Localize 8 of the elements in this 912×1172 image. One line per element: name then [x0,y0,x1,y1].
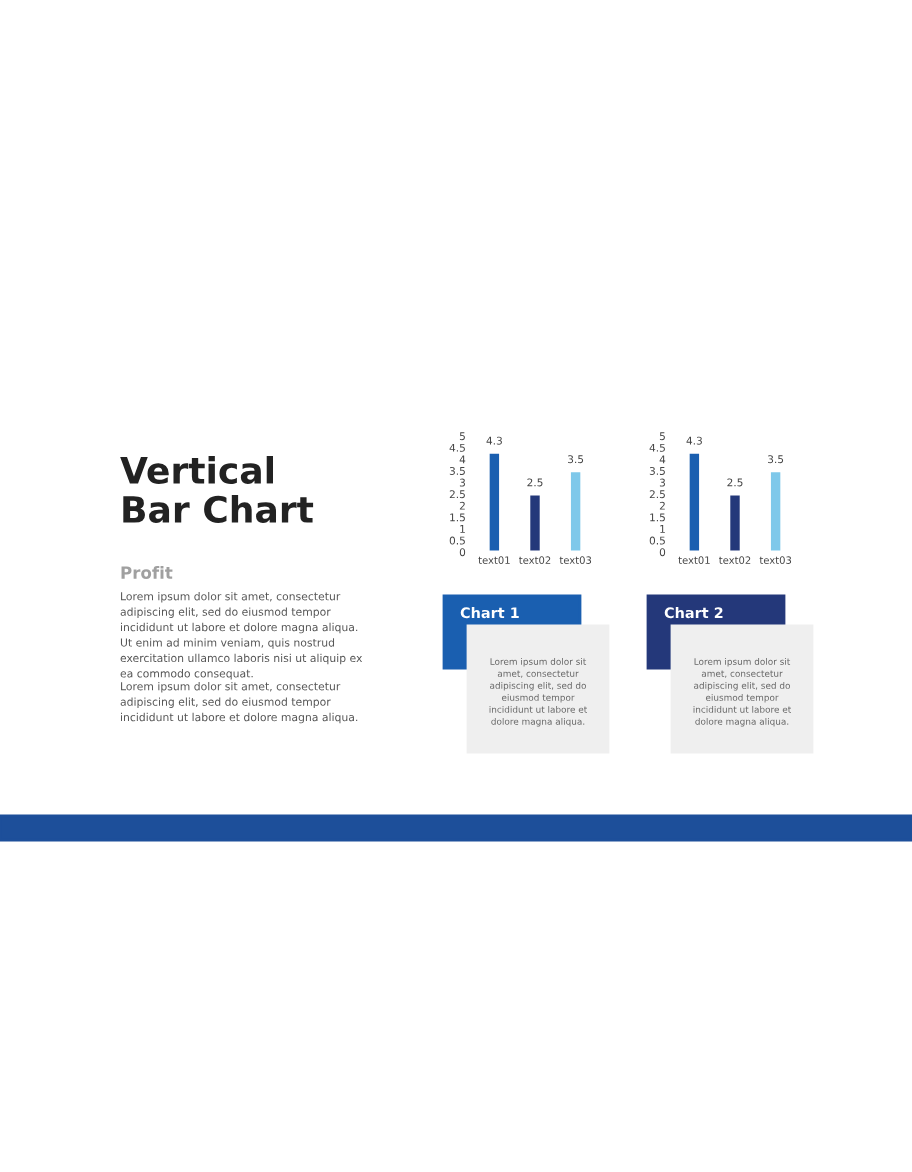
bar [686,450,702,552]
bar [727,492,743,552]
bar [486,450,502,552]
text: Vertical Bar Chart [120,456,314,524]
bar [568,469,584,552]
bar [768,469,784,552]
text: Profit [121,566,173,579]
bar [527,492,543,552]
